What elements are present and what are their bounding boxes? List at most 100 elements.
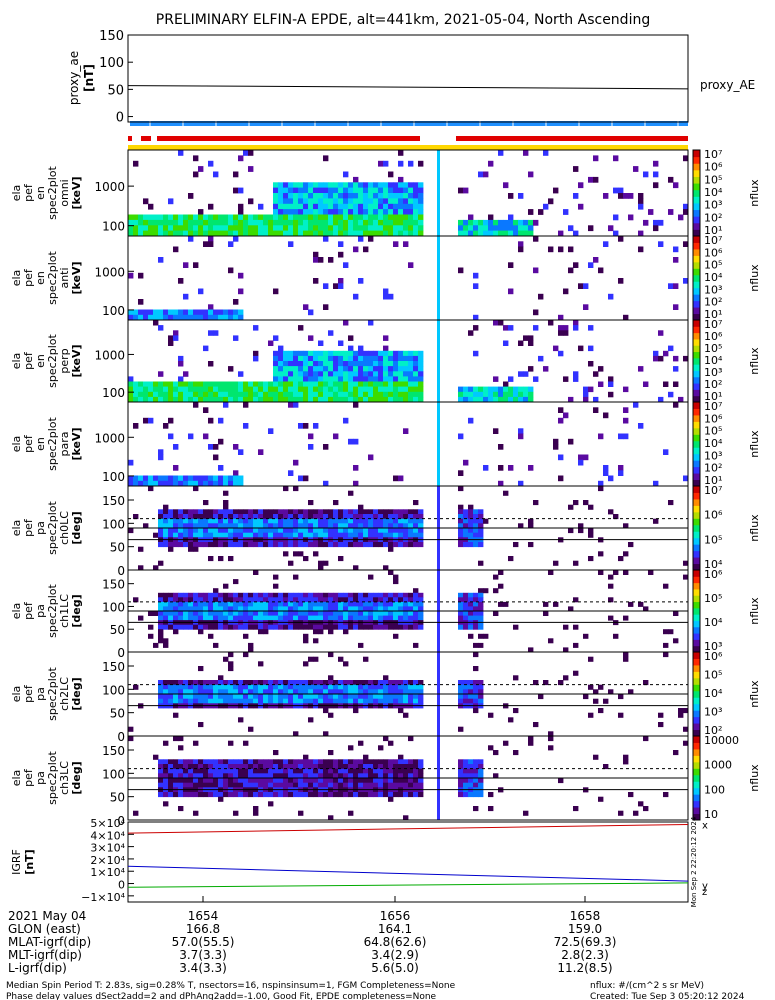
spectrogram-cell bbox=[238, 615, 244, 621]
spectrogram-cell bbox=[313, 523, 319, 529]
spectrogram-cell bbox=[343, 689, 349, 695]
spectrogram-cell bbox=[283, 523, 289, 529]
spectrogram-cell bbox=[298, 514, 304, 520]
spectrogram-cell bbox=[478, 624, 484, 630]
spectrogram-cell bbox=[303, 214, 309, 221]
spectrogram-cell bbox=[523, 335, 529, 341]
spectrogram-cell bbox=[408, 350, 414, 357]
spectrogram-cell bbox=[143, 225, 149, 232]
spectrogram-cell bbox=[348, 203, 354, 210]
spectrogram-cell bbox=[363, 391, 369, 398]
spectrogram-cell bbox=[178, 150, 184, 156]
spectrogram-cell bbox=[268, 698, 274, 704]
spectrogram-cell bbox=[348, 694, 354, 700]
spectrogram-cell bbox=[323, 601, 329, 607]
spectrogram-cell bbox=[333, 514, 339, 520]
spectrogram-cell bbox=[203, 396, 209, 403]
spectrogram-cell bbox=[383, 187, 389, 194]
spectrogram-cell bbox=[318, 615, 324, 621]
spectrogram-cell bbox=[323, 523, 329, 529]
spectrogram-cell bbox=[208, 381, 214, 387]
spectrogram-cell bbox=[133, 381, 139, 387]
spectrogram-cell bbox=[353, 684, 359, 690]
spectrogram-cell bbox=[273, 391, 279, 398]
spectrogram-cell bbox=[283, 514, 289, 520]
spectrogram-cell bbox=[323, 304, 329, 310]
spectrogram-cell bbox=[133, 514, 139, 520]
spectrogram-cell bbox=[378, 198, 384, 205]
panel-ylabel-word: spec2plot bbox=[46, 751, 59, 805]
spectrogram-cell bbox=[333, 773, 339, 779]
spectrogram-cell bbox=[403, 371, 409, 377]
spectrogram-cell bbox=[183, 219, 189, 226]
spectrogram-cell bbox=[378, 792, 384, 798]
spectrogram-cell bbox=[413, 187, 419, 194]
spectrogram-cell bbox=[188, 518, 194, 524]
spectrogram-cell bbox=[188, 309, 194, 316]
spectrogram-cell bbox=[268, 225, 274, 232]
spectrogram-cell bbox=[283, 684, 289, 690]
spectrogram-cell bbox=[393, 214, 399, 221]
spectrogram-cell bbox=[293, 542, 299, 548]
spectrogram-cell bbox=[408, 386, 414, 393]
spectrogram-cell bbox=[158, 257, 164, 263]
spectrogram-cell bbox=[313, 187, 319, 194]
spectrogram-cell bbox=[403, 350, 409, 357]
spectrogram-cell bbox=[643, 806, 649, 812]
spectrogram-cell bbox=[473, 542, 479, 548]
spectrogram-cell bbox=[393, 396, 399, 403]
panel-tick-label: 100 bbox=[102, 220, 125, 234]
spectrogram-cell bbox=[398, 759, 404, 765]
spectrogram-cell bbox=[243, 782, 249, 788]
spectrogram-cell bbox=[473, 624, 479, 630]
spectrogram-cell bbox=[393, 579, 399, 585]
spectrogram-cell bbox=[183, 386, 189, 393]
colorbar-swatch bbox=[693, 479, 700, 487]
spectrogram-cell bbox=[513, 225, 519, 232]
spectrogram-cell bbox=[198, 230, 204, 237]
spectrogram-cell bbox=[198, 768, 204, 774]
spectrogram-cell bbox=[278, 764, 284, 770]
spectrogram-cell bbox=[488, 214, 494, 221]
spectrogram-cell bbox=[188, 611, 194, 616]
colorbar-swatch bbox=[693, 570, 700, 577]
spectrogram-cell bbox=[178, 782, 184, 788]
spectrogram-cell bbox=[413, 225, 419, 232]
spectrogram-cell bbox=[168, 523, 174, 529]
spectrogram-cell bbox=[508, 230, 514, 237]
spectrogram-cell bbox=[258, 768, 264, 774]
spectrogram-cell bbox=[268, 801, 274, 807]
spectrogram-cell bbox=[173, 230, 179, 237]
spectrogram-cell bbox=[183, 698, 189, 704]
spectrogram-cell bbox=[248, 726, 254, 732]
panel-ylabel-word: ch2LC bbox=[58, 677, 71, 711]
spectrogram-cell bbox=[208, 633, 214, 639]
spectrogram-cell bbox=[193, 509, 199, 515]
spectrogram-cell bbox=[163, 597, 169, 603]
spectrogram-cell bbox=[243, 225, 249, 232]
colorbar-swatch bbox=[693, 222, 700, 230]
spectrogram-cell bbox=[608, 615, 614, 621]
spectrogram-cell bbox=[373, 615, 379, 621]
spectrogram-cell bbox=[473, 391, 479, 398]
spectrogram-cell bbox=[403, 514, 409, 520]
panel-ylabel-word: pa bbox=[34, 604, 47, 618]
spectrogram-cell bbox=[213, 588, 219, 594]
spectrogram-cell bbox=[383, 532, 389, 538]
spectrogram-cell bbox=[473, 314, 479, 321]
spectrogram-cell bbox=[608, 574, 614, 580]
spectrogram-cell bbox=[418, 768, 424, 774]
spectrogram-cell bbox=[148, 203, 154, 210]
spectrogram-cell bbox=[353, 361, 359, 367]
spectrogram-cell bbox=[248, 647, 254, 653]
spectrogram-cell bbox=[398, 542, 404, 548]
spectrogram-cell bbox=[178, 680, 184, 686]
colorbar-swatch bbox=[693, 524, 700, 532]
spectrogram-cell bbox=[293, 782, 299, 788]
spectrogram-cell bbox=[253, 768, 259, 774]
spectrogram-cell bbox=[558, 330, 564, 336]
spectrogram-cell bbox=[268, 391, 274, 398]
spectrogram-cell bbox=[258, 542, 264, 548]
spectrogram-cell bbox=[298, 768, 304, 774]
spectrogram-cell bbox=[383, 768, 389, 774]
